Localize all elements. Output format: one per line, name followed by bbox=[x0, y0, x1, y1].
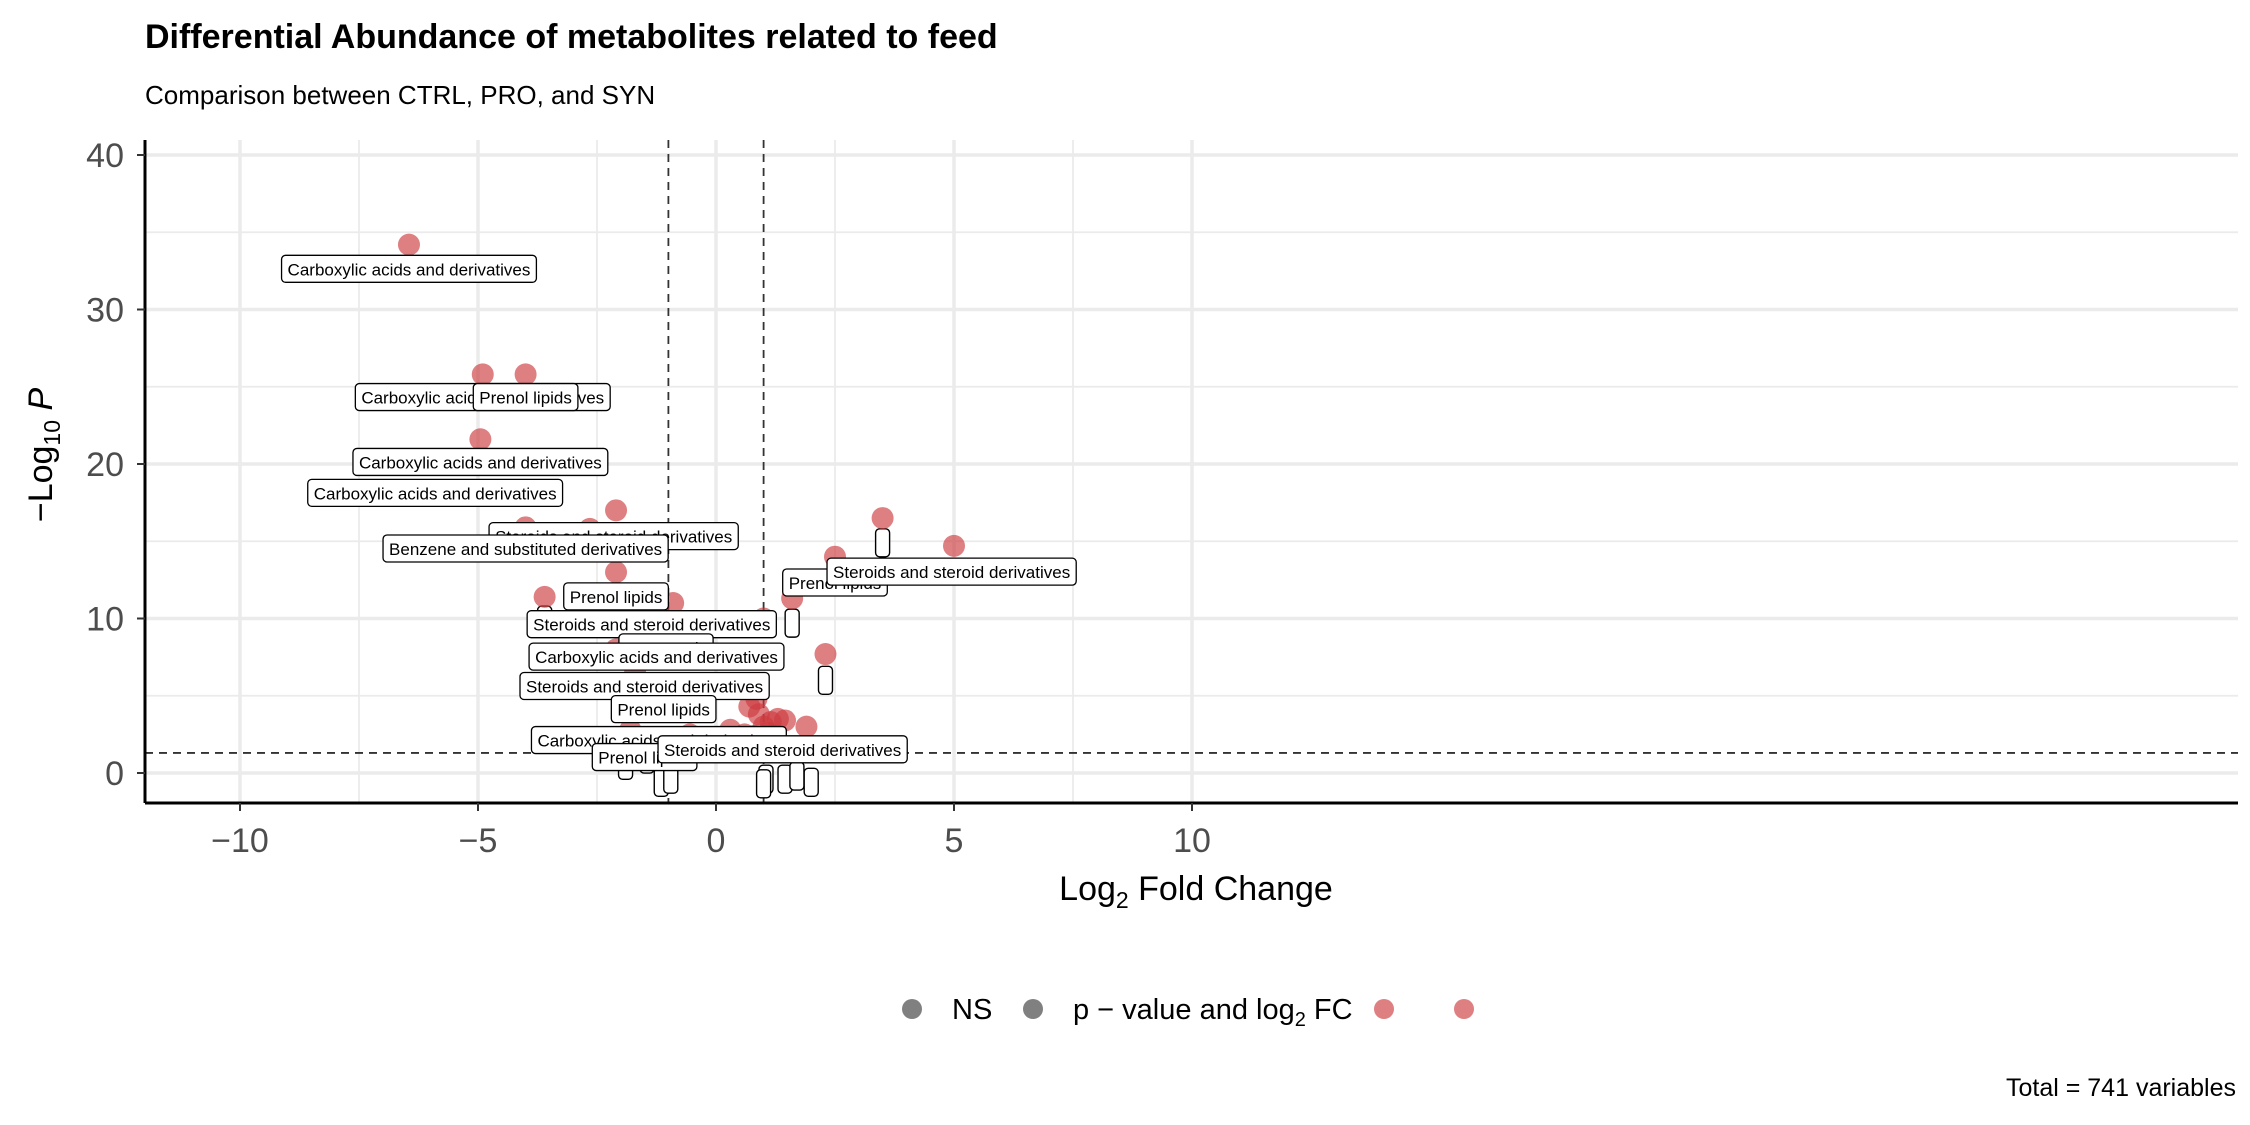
legend-key bbox=[1023, 999, 1043, 1019]
point-label-text: Benzene and substituted derivatives bbox=[389, 540, 662, 559]
point-label-box bbox=[826, 557, 1077, 586]
data-point bbox=[397, 233, 420, 256]
y-tick-label: 40 bbox=[86, 137, 124, 175]
point-label: Steroids and steroid derivatives bbox=[519, 671, 770, 701]
point-label-text: Prenol lipids bbox=[570, 588, 663, 607]
point-label-text: Carboxylic acids and derivatives bbox=[535, 648, 778, 667]
point-label: Carboxylic acids and derivatives bbox=[352, 447, 609, 477]
y-tick-label: 0 bbox=[105, 755, 124, 793]
legend-key bbox=[1454, 999, 1474, 1019]
legend: NS p − value and log2 FC bbox=[902, 994, 1474, 1031]
data-point bbox=[943, 534, 965, 557]
data-point bbox=[469, 428, 492, 451]
point-label-box bbox=[657, 735, 908, 764]
chart-subtitle: Comparison between CTRL, PRO, and SYN bbox=[145, 80, 656, 110]
empty-label-box bbox=[803, 767, 819, 797]
point-label: Carboxylic acids and derivatives bbox=[307, 478, 564, 508]
point-label-box bbox=[382, 534, 669, 563]
point-label-box bbox=[307, 478, 564, 508]
point-label: Steroids and steroid derivatives bbox=[657, 735, 908, 764]
data-point bbox=[533, 585, 556, 608]
point-labels: Carboxylic acids and derivatives Carboxyl… bbox=[280, 254, 1077, 772]
y-tick-label: 30 bbox=[86, 292, 124, 330]
x-tick-label: 5 bbox=[945, 822, 964, 860]
data-point bbox=[514, 363, 537, 386]
point-label-box bbox=[352, 447, 609, 477]
y-tick-label: 10 bbox=[86, 601, 124, 639]
point-label: Prenol lipids bbox=[472, 382, 579, 412]
point-label: Carboxylic acids and derivatives bbox=[528, 642, 785, 671]
legend-key bbox=[902, 999, 922, 1019]
data-point bbox=[814, 643, 837, 666]
data-point bbox=[471, 363, 494, 386]
total-variables-caption: Total = 741 variables bbox=[2005, 1074, 2236, 1102]
point-label: Carboxylic acids and derivatives bbox=[280, 254, 538, 283]
point-label: Prenol lipids bbox=[563, 582, 669, 611]
x-axis-title: Log2 Fold Change bbox=[1059, 870, 1333, 913]
point-label-text: Steroids and steroid derivatives bbox=[833, 563, 1070, 582]
point-label: Benzene and substituted derivatives bbox=[382, 534, 669, 563]
point-label: Prenol lipids bbox=[610, 695, 717, 724]
data-point bbox=[795, 715, 818, 738]
point-label-text: Steroids and steroid derivatives bbox=[664, 741, 901, 760]
data-point bbox=[871, 507, 894, 530]
point-label-box bbox=[610, 695, 717, 724]
x-tick-label: −5 bbox=[459, 822, 498, 860]
data-point bbox=[605, 561, 628, 584]
empty-label-box bbox=[784, 608, 800, 638]
data-point bbox=[605, 499, 628, 522]
point-label-text: Carboxylic acids and derivatives bbox=[314, 484, 557, 503]
point-label-text: Prenol lipids bbox=[617, 701, 710, 720]
x-tick-label: 10 bbox=[1173, 822, 1211, 860]
tick-labels: −10 −5 0 5 10 0 10 20 30 40 bbox=[86, 137, 1211, 860]
point-label-box bbox=[472, 382, 579, 412]
point-label-text: Carboxylic acids and derivatives bbox=[359, 453, 602, 472]
empty-label-box bbox=[789, 761, 805, 791]
point-label-box bbox=[563, 582, 669, 611]
legend-label-pvalue-fc: p − value and log2 FC bbox=[1073, 994, 1353, 1031]
y-tick-label: 20 bbox=[86, 446, 124, 484]
empty-label-box bbox=[817, 665, 834, 695]
y-axis-title: −Log10 P bbox=[22, 388, 65, 523]
chart-title: Differential Abundance of metabolites re… bbox=[145, 18, 998, 56]
grid-lines bbox=[145, 140, 2238, 803]
point-label-text: Prenol lipids bbox=[479, 389, 572, 408]
point-label-text: Steroids and steroid derivatives bbox=[526, 677, 763, 696]
legend-key bbox=[1374, 999, 1394, 1019]
legend-label-ns: NS bbox=[952, 994, 992, 1026]
empty-label-box bbox=[755, 769, 772, 799]
point-label: Steroids and steroid derivatives bbox=[826, 557, 1077, 586]
point-label-box bbox=[280, 254, 538, 283]
empty-label-box bbox=[874, 528, 891, 558]
point-label-text: Carboxylic acids and derivatives bbox=[288, 260, 531, 279]
x-tick-label: −10 bbox=[211, 822, 269, 860]
x-tick-label: 0 bbox=[707, 822, 726, 860]
point-label: Steroids and steroid derivatives bbox=[526, 610, 777, 639]
point-label-text: Steroids and steroid derivatives bbox=[533, 616, 770, 635]
point-label-box bbox=[528, 642, 785, 671]
